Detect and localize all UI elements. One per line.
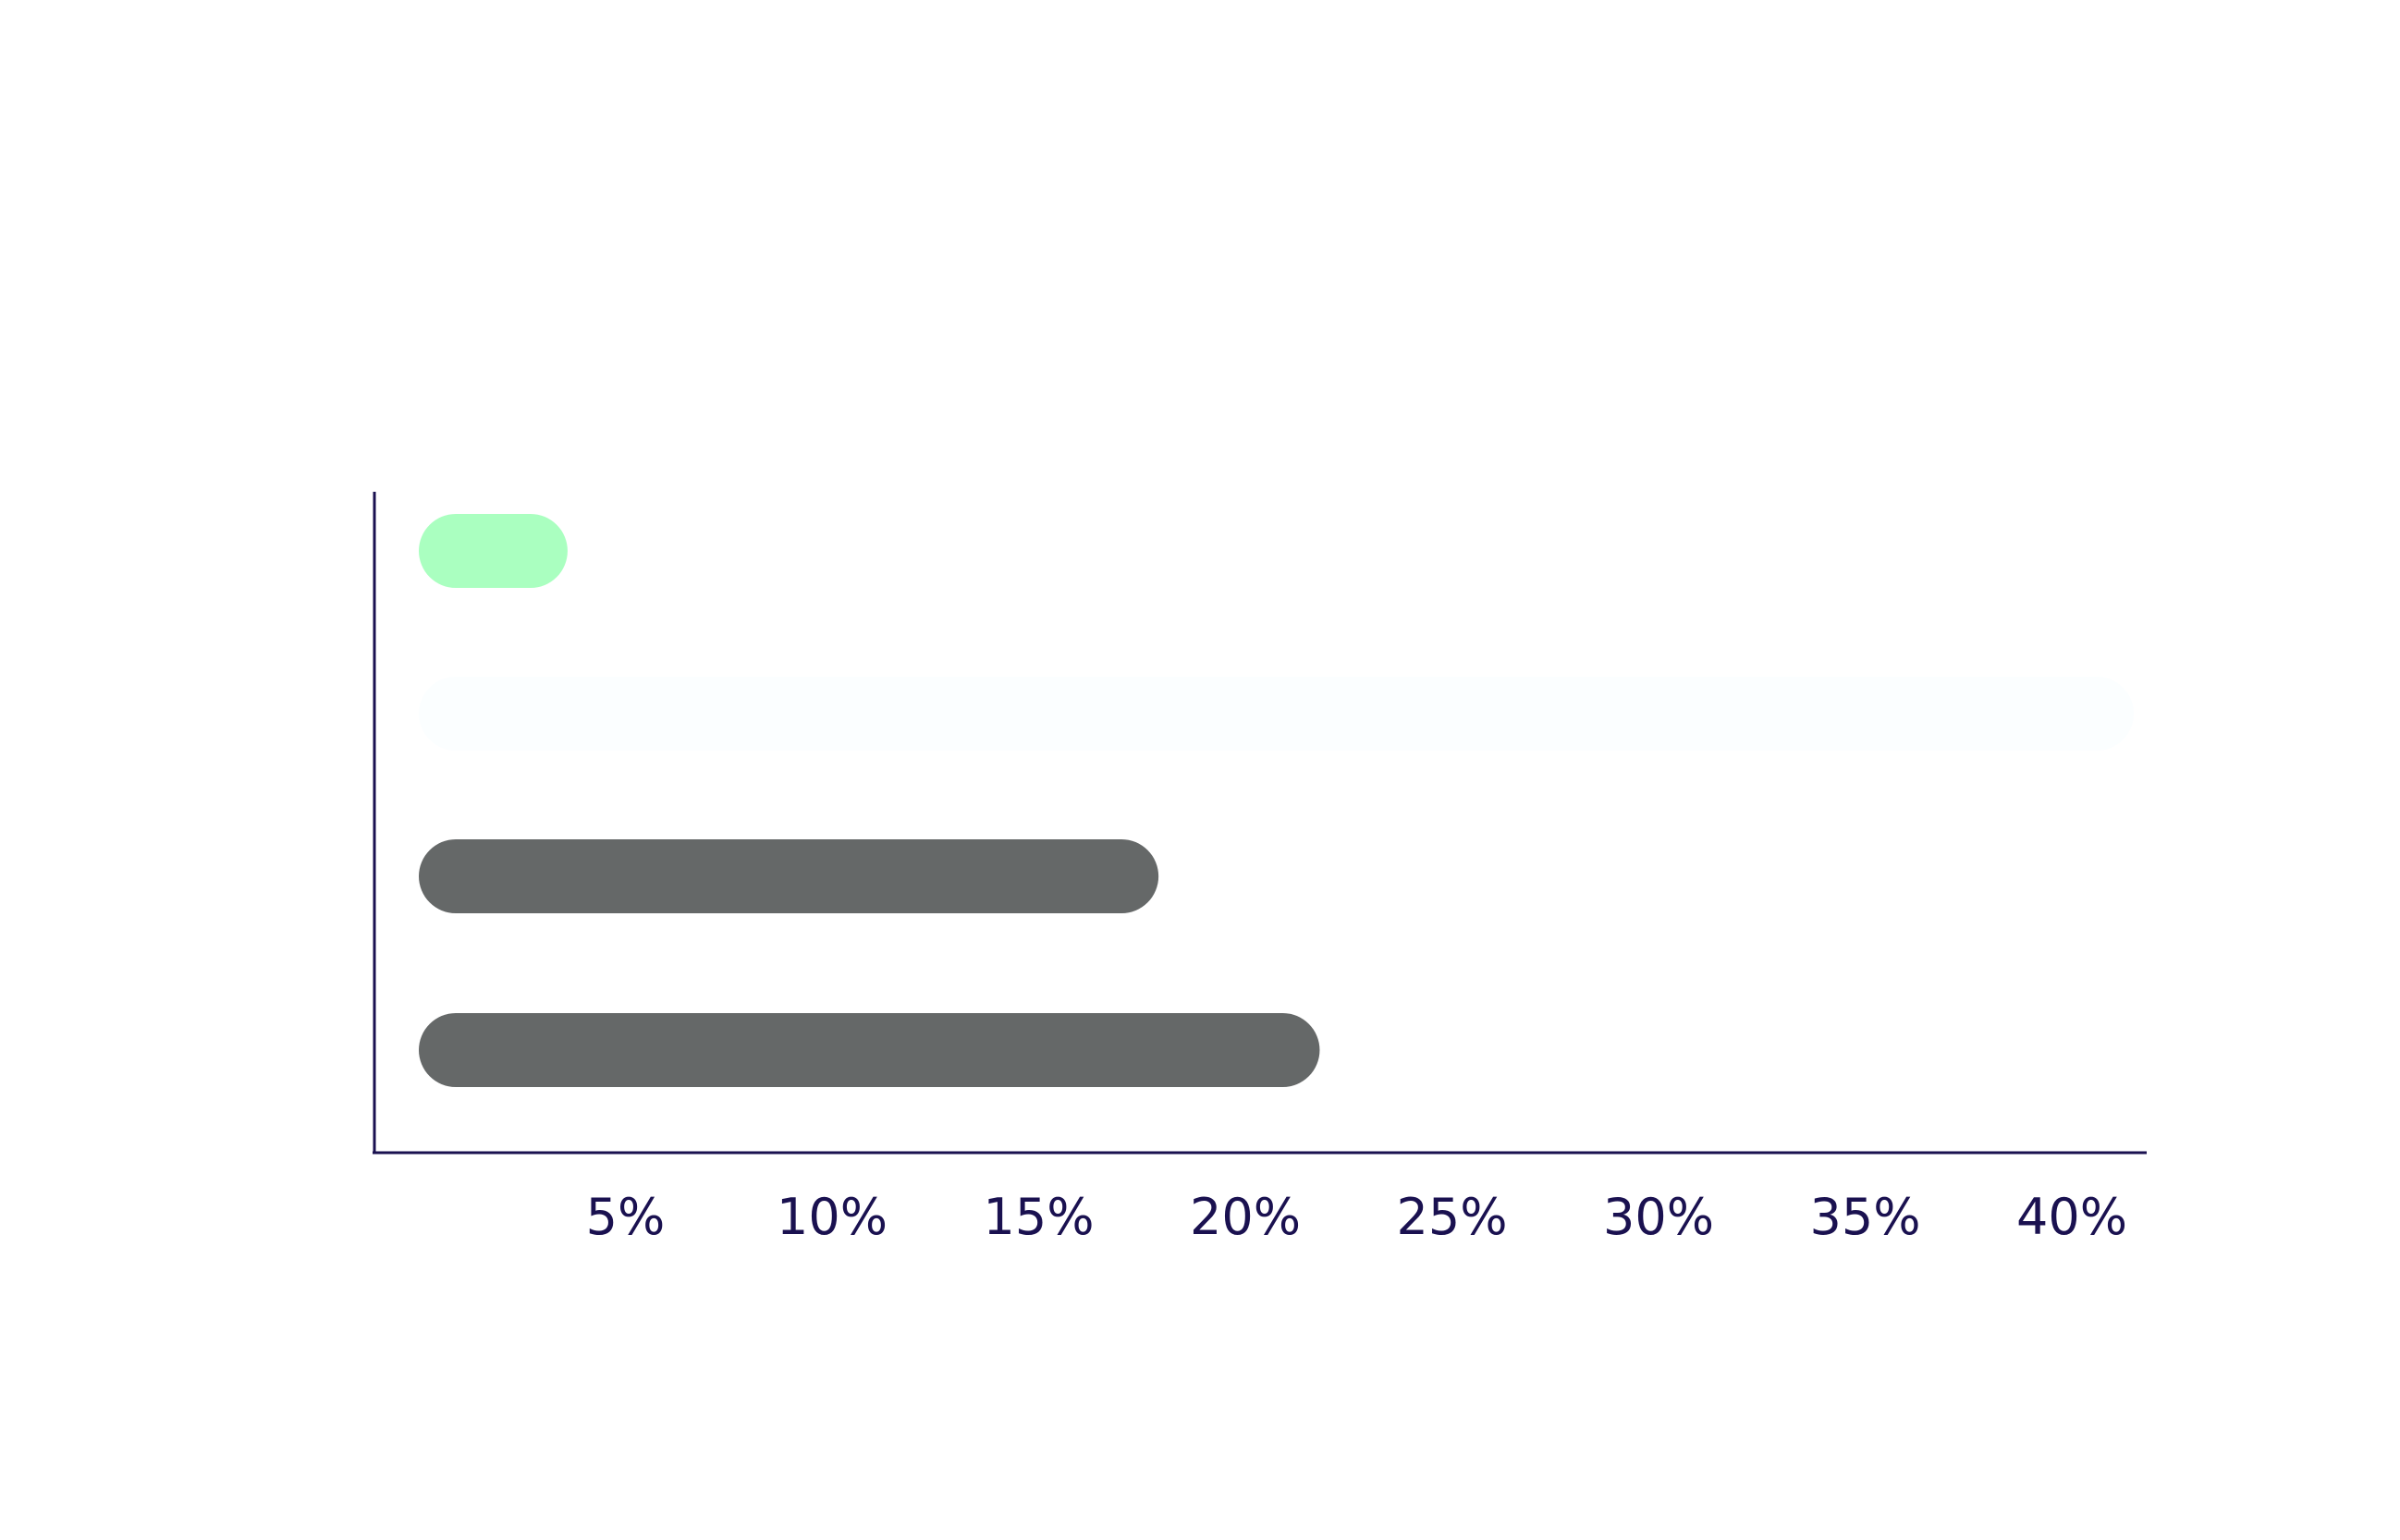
x-tick-label: 20% [1190, 1188, 1301, 1246]
x-tick-label: 15% [983, 1188, 1094, 1246]
x-tick-label: 5% [586, 1188, 666, 1246]
x-tick-label: 40% [2016, 1188, 2127, 1246]
bars-layer [419, 514, 2135, 1087]
bar-1 [419, 514, 568, 588]
x-tick-label: 25% [1396, 1188, 1507, 1246]
x-tick-label: 10% [777, 1188, 888, 1246]
bar-2 [419, 677, 2135, 751]
x-tick-label: 35% [1809, 1188, 1920, 1246]
x-tick-label: 30% [1603, 1188, 1714, 1246]
x-tick-labels: 5% 10% 15% 20% 25% 30% 35% 40% [586, 1188, 2127, 1246]
bar-4 [419, 1013, 1320, 1087]
bar-3 [419, 839, 1159, 913]
